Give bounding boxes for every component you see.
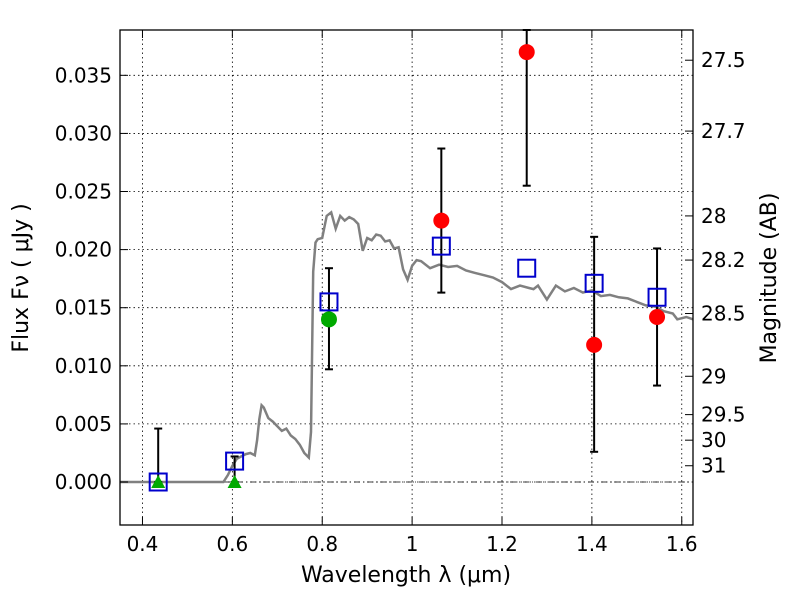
y-tick-label: 0.030 [55, 121, 112, 145]
y2-tick-label: 31 [701, 454, 726, 478]
y-axis-label: Flux Fν ( μJy ) [9, 203, 34, 352]
series-layer [120, 29, 694, 492]
grid-lines [120, 30, 693, 525]
y-tick-label: 0.025 [55, 180, 112, 204]
predicted-square-marker [225, 451, 245, 471]
predicted-square-marker [517, 258, 537, 278]
y2-tick-label: 29.5 [701, 403, 746, 427]
y2-tick-label: 28.5 [701, 302, 746, 326]
y-tick-label: 0.015 [55, 296, 112, 320]
x-tick-label: 1.4 [576, 532, 608, 556]
predicted-square-marker [148, 472, 168, 492]
ticks-layer: 0.4 0.6 0.8 1 1.2 1.4 1.6 0.000 0.005 0.010 0.015 0… [55, 30, 746, 556]
observed-circle-marker [649, 309, 666, 326]
predicted-square-marker [647, 287, 667, 307]
y-tick-label: 0.010 [55, 354, 112, 378]
y2-tick-label: 27.5 [701, 48, 746, 72]
y2-tick-label: 28 [701, 204, 726, 228]
observed-circle-marker [518, 44, 535, 61]
y2-tick-label: 30 [701, 428, 726, 452]
y2-tick-label: 27.7 [701, 119, 746, 143]
observed-circle-marker [586, 336, 603, 353]
y2-tick-label: 29 [701, 364, 726, 388]
x-tick-label: 0.4 [127, 532, 159, 556]
x-tick-label: 1.2 [486, 532, 518, 556]
x-tick-label: 1 [406, 532, 419, 556]
y2-axis-label: Magnitude (AB) [757, 193, 782, 364]
upper-limit-triangle-marker [151, 475, 166, 489]
x-axis-label: Wavelength λ (μm) [301, 563, 511, 588]
predicted-square-marker [319, 292, 339, 312]
observed-circle-marker [433, 212, 450, 229]
x-tick-label: 0.8 [306, 532, 338, 556]
x-tick-label: 1.6 [666, 532, 698, 556]
x-tick-label: 0.6 [216, 532, 248, 556]
upper-limit-triangle-marker [227, 475, 242, 489]
predicted-square-marker [584, 273, 604, 293]
y-tick-label: 0.000 [55, 470, 112, 494]
detected-circle-marker [320, 311, 337, 328]
y-tick-label: 0.005 [55, 412, 112, 436]
y2-tick-label: 28.2 [701, 248, 746, 272]
y-tick-label: 0.020 [55, 238, 112, 262]
y-tick-label: 0.035 [55, 63, 112, 87]
predicted-square-marker [431, 236, 451, 256]
plot-frame [119, 29, 694, 526]
